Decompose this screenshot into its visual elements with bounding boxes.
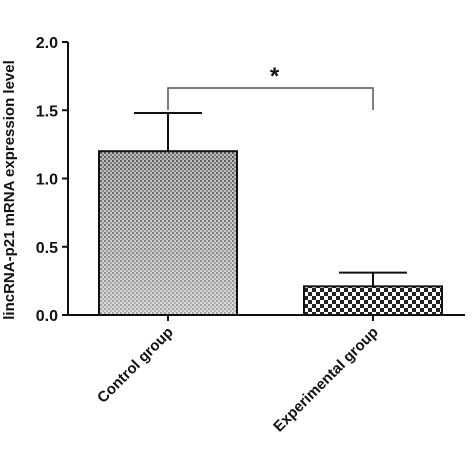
bar-shading	[100, 152, 236, 314]
y-tick-label: 2.0	[36, 35, 58, 52]
error-bars	[134, 111, 407, 287]
significance-bracket: *	[167, 63, 374, 110]
y-ticks: 0.0 0.5 1.0 1.5 2.0	[36, 35, 68, 325]
bar-experimental	[303, 285, 443, 316]
y-tick-label: 1.0	[36, 172, 58, 189]
bracket-line	[167, 87, 374, 110]
x-tick-label: Control group	[94, 324, 177, 407]
y-tick-label: 0.0	[36, 308, 58, 325]
y-tick-label: 0.5	[36, 240, 58, 257]
bars	[98, 150, 443, 316]
x-tick-labels: Control group Experimental group	[94, 315, 382, 435]
y-axis-label: lincRNA-p21 mRNA expression level	[1, 60, 18, 320]
x-tick-label: Experimental group	[270, 324, 382, 436]
significance-star: *	[270, 63, 280, 90]
y-tick-label: 1.5	[36, 103, 58, 120]
